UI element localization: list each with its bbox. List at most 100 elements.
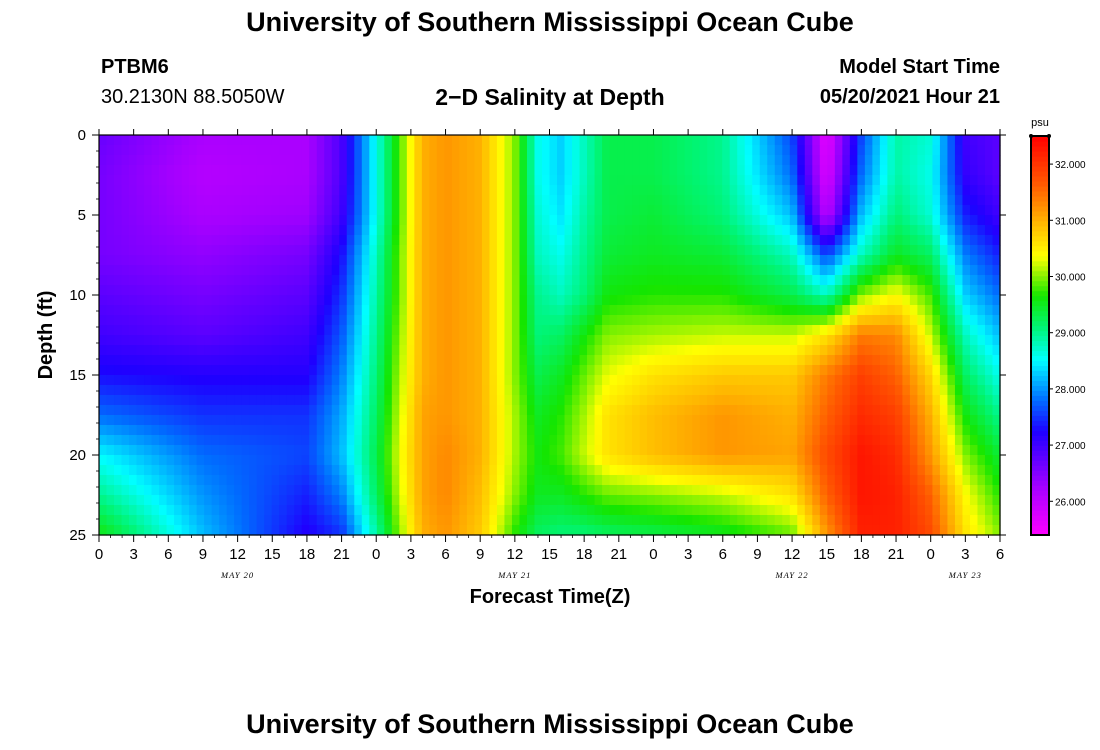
heatmap-cell bbox=[947, 525, 956, 536]
heatmap-cell bbox=[609, 425, 618, 436]
heatmap-cell bbox=[647, 405, 656, 416]
heatmap-cell bbox=[857, 135, 866, 146]
heatmap-cell bbox=[331, 255, 340, 266]
heatmap-cell bbox=[391, 405, 400, 416]
heatmap-cell bbox=[436, 275, 445, 286]
heatmap-cell bbox=[909, 185, 919, 196]
heatmap-cell bbox=[947, 175, 956, 186]
heatmap-cell bbox=[316, 525, 325, 536]
heatmap-cell bbox=[909, 295, 919, 306]
heatmap-cell bbox=[384, 425, 393, 436]
heatmap-cell bbox=[864, 305, 873, 316]
heatmap-cell bbox=[436, 405, 445, 416]
heatmap-cell bbox=[969, 145, 979, 156]
heatmap-cell bbox=[917, 335, 926, 346]
heatmap-cell bbox=[804, 345, 813, 356]
heatmap-cell bbox=[842, 145, 851, 156]
heatmap-cell bbox=[932, 175, 941, 186]
heatmap-cell bbox=[466, 475, 476, 486]
heatmap-cell bbox=[977, 255, 986, 266]
heatmap-cell bbox=[669, 225, 678, 236]
heatmap-cell bbox=[587, 135, 596, 146]
heatmap-cell bbox=[189, 435, 198, 446]
heatmap-cell bbox=[947, 295, 956, 306]
heatmap-cell bbox=[436, 485, 445, 496]
heatmap-cell bbox=[579, 205, 588, 216]
heatmap-cell bbox=[624, 505, 633, 516]
heatmap-cell bbox=[166, 295, 175, 306]
heatmap-cell bbox=[729, 155, 738, 166]
heatmap-cell bbox=[136, 235, 145, 246]
heatmap-cell bbox=[639, 525, 648, 536]
heatmap-cell bbox=[114, 195, 123, 206]
heatmap-cell bbox=[947, 415, 956, 426]
heatmap-cell bbox=[496, 235, 506, 246]
heatmap-cell bbox=[684, 195, 693, 206]
heatmap-cell bbox=[211, 365, 220, 376]
heatmap-cell bbox=[572, 365, 581, 376]
heatmap-cell bbox=[294, 365, 303, 376]
heatmap-cell bbox=[384, 205, 393, 216]
heatmap-cell bbox=[549, 345, 558, 356]
colorbar-band bbox=[1031, 525, 1049, 531]
heatmap-cell bbox=[324, 495, 333, 506]
heatmap-cell bbox=[564, 415, 573, 426]
heatmap-cell bbox=[406, 325, 415, 336]
heatmap-cell bbox=[812, 135, 821, 146]
heatmap-cell bbox=[136, 445, 145, 456]
heatmap-cell bbox=[632, 155, 641, 166]
heatmap-cell bbox=[797, 435, 806, 446]
heatmap-cell bbox=[834, 475, 843, 486]
heatmap-cell bbox=[316, 245, 325, 256]
heatmap-cell bbox=[707, 345, 716, 356]
heatmap-cell bbox=[932, 165, 941, 176]
heatmap-cell bbox=[519, 425, 528, 436]
heatmap-cell bbox=[894, 265, 903, 276]
heatmap-cell bbox=[924, 165, 934, 176]
heatmap-cell bbox=[564, 285, 573, 296]
heatmap-cell bbox=[331, 425, 340, 436]
heatmap-cell bbox=[136, 305, 145, 316]
heatmap-cell bbox=[872, 525, 881, 536]
heatmap-cell bbox=[639, 515, 648, 526]
heatmap-cell bbox=[797, 235, 806, 246]
heatmap-cell bbox=[849, 365, 858, 376]
heatmap-cell bbox=[309, 165, 318, 176]
heatmap-cell bbox=[496, 345, 506, 356]
heatmap-cell bbox=[632, 175, 641, 186]
heatmap-cell bbox=[106, 265, 115, 276]
heatmap-cell bbox=[774, 355, 783, 366]
heatmap-cell bbox=[857, 285, 866, 296]
heatmap-cell bbox=[481, 285, 491, 296]
heatmap-cell bbox=[496, 445, 506, 456]
heatmap-cell bbox=[474, 335, 483, 346]
y-axis-label: Depth (ft) bbox=[35, 291, 57, 380]
heatmap-cell bbox=[662, 315, 671, 326]
heatmap-cell bbox=[279, 455, 288, 466]
heatmap-cell bbox=[496, 285, 506, 296]
heatmap-cell bbox=[541, 155, 551, 166]
heatmap-cell bbox=[159, 285, 168, 296]
heatmap-cell bbox=[436, 315, 445, 326]
x-tick-label: 0 bbox=[927, 546, 935, 563]
heatmap-cell bbox=[331, 155, 340, 166]
heatmap-cell bbox=[617, 455, 626, 466]
heatmap-cell bbox=[962, 505, 971, 516]
heatmap-cell bbox=[504, 385, 513, 396]
heatmap-cell bbox=[684, 395, 693, 406]
heatmap-cell bbox=[526, 395, 536, 406]
heatmap-cell bbox=[324, 475, 333, 486]
heatmap-cell bbox=[579, 405, 588, 416]
heatmap-cell bbox=[782, 145, 791, 156]
heatmap-cell bbox=[534, 455, 543, 466]
heatmap-cell bbox=[789, 385, 798, 396]
heatmap-cell bbox=[857, 145, 866, 156]
heatmap-cell bbox=[804, 485, 813, 496]
heatmap-cell bbox=[504, 245, 513, 256]
heatmap-cell bbox=[489, 135, 498, 146]
heatmap-cell bbox=[827, 515, 836, 526]
heatmap-cell bbox=[361, 335, 370, 346]
heatmap-cell bbox=[166, 285, 175, 296]
heatmap-cell bbox=[406, 395, 415, 406]
heatmap-cell bbox=[316, 465, 325, 476]
